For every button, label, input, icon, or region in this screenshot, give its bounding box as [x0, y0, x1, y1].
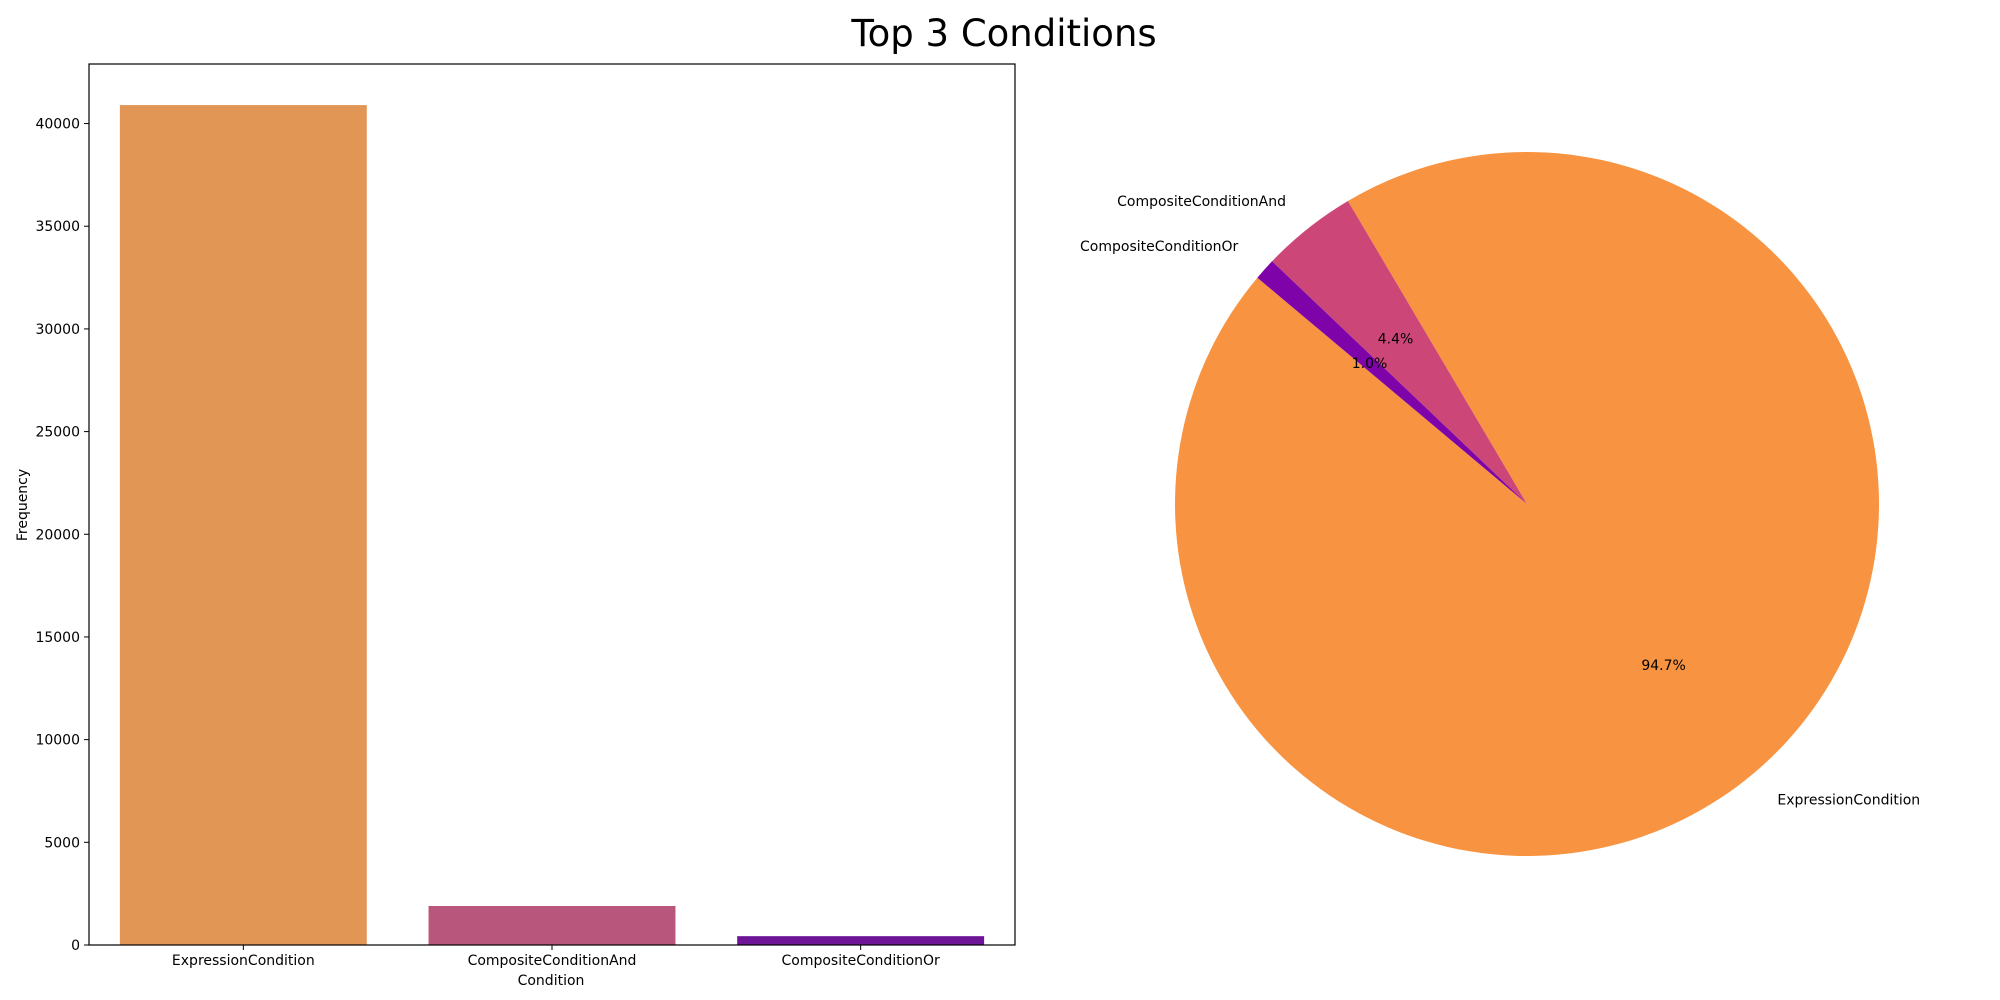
bar-chart: 0 5000 10000 15000 20000 25000 30000 35000 40000…	[15, 63, 1016, 989]
x-tick-label: CompositeConditionAnd	[468, 953, 637, 969]
bar-composite-condition-or	[737, 936, 985, 945]
x-axis-label: Condition	[518, 973, 585, 989]
x-tick-label: ExpressionCondition	[172, 953, 315, 969]
pie-labels: ExpressionCondition 94.7% CompositeConditi…	[1080, 194, 1920, 808]
y-axis-label: Frequency	[15, 469, 31, 541]
y-tick-label: 40000	[35, 117, 80, 133]
y-tick-label: 30000	[35, 322, 80, 338]
pie-chart: ExpressionCondition 94.7% CompositeConditi…	[1080, 151, 1920, 856]
pie-slice-composite-condition-or	[1257, 261, 1527, 504]
pie-slice-expression-condition	[1175, 151, 1880, 856]
pie-slice-composite-condition-and	[1272, 200, 1527, 504]
x-tick-label: CompositeConditionOr	[782, 953, 941, 969]
y-tick-label: 25000	[35, 425, 80, 441]
y-tick-label: 5000	[44, 835, 80, 851]
x-axis-ticks: ExpressionCondition CompositeConditionAnd…	[172, 945, 940, 969]
pie-percent-label: 1.0%	[1352, 356, 1388, 372]
y-tick-label: 10000	[35, 733, 80, 749]
bars	[119, 105, 985, 945]
pie-percent-label: 94.7%	[1641, 658, 1685, 674]
figure-title: Top 3 Conditions	[850, 12, 1156, 55]
pie-label: CompositeConditionAnd	[1117, 194, 1286, 210]
pie-label: CompositeConditionOr	[1080, 239, 1239, 255]
pie-slices	[1175, 151, 1880, 856]
pie-percent-label: 4.4%	[1378, 332, 1414, 348]
bar-composite-condition-and	[428, 905, 676, 945]
pie-label: ExpressionCondition	[1777, 792, 1920, 808]
y-tick-label: 20000	[35, 527, 80, 543]
y-tick-label: 15000	[35, 630, 80, 646]
y-tick-label: 0	[71, 938, 80, 954]
bar-expression-condition	[119, 105, 367, 945]
y-axis-ticks: 0 5000 10000 15000 20000 25000 30000 35000 40000	[35, 117, 89, 954]
y-tick-label: 35000	[35, 219, 80, 235]
plot-frame	[88, 63, 1016, 946]
